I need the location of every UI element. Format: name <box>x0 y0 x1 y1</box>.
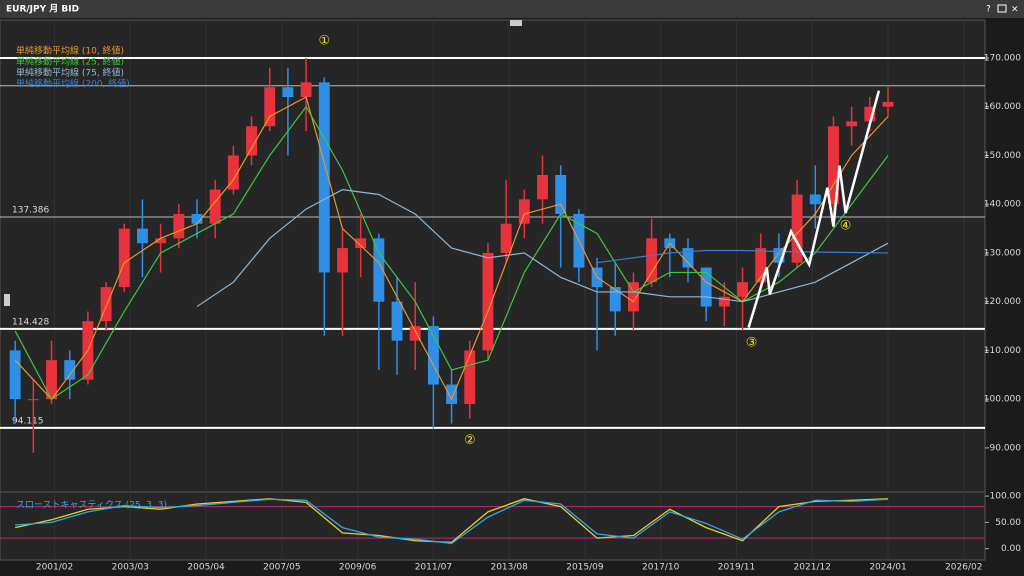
candle-body <box>682 248 694 268</box>
y-tick-label: 110.000 <box>984 346 1021 356</box>
close-button[interactable]: × <box>1011 5 1019 15</box>
x-tick-label: 2009/06 <box>339 563 377 573</box>
oscillator-line <box>15 498 889 544</box>
moving-average-line <box>196 188 889 308</box>
y-tick-label: 50.00 <box>995 518 1021 528</box>
y-tick-label: 130.000 <box>984 248 1021 258</box>
x-tick-label: 2013/08 <box>490 563 528 573</box>
y-tick-label: 0.00 <box>1001 544 1021 554</box>
moving-average-line <box>596 249 889 264</box>
candle-body <box>500 223 512 253</box>
annotation: ④ <box>840 219 852 234</box>
candle-body <box>791 194 803 263</box>
candle-body <box>755 248 767 283</box>
candle-body <box>700 267 712 307</box>
y-tick-label: 160.000 <box>984 102 1021 112</box>
candle-body <box>846 121 858 127</box>
candle-body <box>46 360 57 400</box>
candle-body <box>737 282 748 297</box>
level-label: 94.115 <box>12 416 44 426</box>
y-tick-label: 100.000 <box>984 395 1021 405</box>
candle-body <box>318 82 330 273</box>
oscillator-line <box>15 498 889 545</box>
candle-body <box>264 87 276 127</box>
candle-body <box>373 238 385 302</box>
candle-body <box>227 155 239 190</box>
candle-body <box>209 189 221 224</box>
candle-body <box>555 174 567 214</box>
candle-body <box>427 326 439 385</box>
candle-body <box>118 228 130 288</box>
annotation: ① <box>318 33 330 48</box>
legend-entry: 単純移動平均線 (10, 終値) <box>16 45 124 57</box>
candle-body <box>100 287 112 322</box>
level-label: 114.428 <box>12 317 49 327</box>
candle-body <box>136 228 148 244</box>
y-tick-label: 100.00 <box>990 492 1022 502</box>
candle-body <box>609 287 621 312</box>
candle-body <box>464 350 476 405</box>
candle-body <box>828 126 839 205</box>
annotation: ③ <box>746 336 758 351</box>
candle-body <box>409 326 421 341</box>
candle-body <box>864 106 876 122</box>
x-tick-label: 2005/04 <box>187 563 225 573</box>
candle-body <box>627 282 639 312</box>
x-tick-label: 2001/02 <box>36 563 73 573</box>
x-tick-label: 2021/12 <box>794 563 831 573</box>
x-tick-label: 2019/11 <box>718 563 755 573</box>
candle-body <box>300 82 312 98</box>
annotation: ② <box>464 433 476 448</box>
legend-entry: 単純移動平均線 (75, 終値) <box>16 67 124 79</box>
candle-body <box>355 238 367 249</box>
candle-body <box>64 360 76 380</box>
help-button[interactable]: ? <box>986 5 991 15</box>
x-tick-label: 2026/02 <box>945 563 982 573</box>
legend-entry: 単純移動平均線 (25, 終値) <box>16 56 124 68</box>
candle-body <box>27 399 39 401</box>
candle-body <box>809 194 821 205</box>
candle-body <box>173 213 185 239</box>
candle-body <box>882 101 894 107</box>
candle-body <box>446 384 458 405</box>
candle-body <box>773 248 785 263</box>
y-tick-label: 120.000 <box>984 297 1021 307</box>
candle-body <box>537 174 548 200</box>
collapse-handle[interactable] <box>510 20 522 26</box>
y-tick-label: 170.000 <box>984 54 1021 64</box>
x-tick-label: 2017/10 <box>642 563 680 573</box>
x-tick-label: 2015/09 <box>566 563 604 573</box>
candle-body <box>518 199 530 224</box>
candle-body <box>718 296 730 307</box>
candle-body <box>191 213 203 224</box>
candle-body <box>337 248 348 273</box>
oscillator-plot <box>0 491 986 561</box>
maximize-button[interactable] <box>997 4 1007 13</box>
x-tick-label: 2007/05 <box>263 563 300 573</box>
side-handle[interactable] <box>4 294 10 306</box>
x-tick-label: 2024/01 <box>869 563 906 573</box>
candle-body <box>282 87 294 98</box>
y-tick-label: 150.000 <box>984 151 1021 161</box>
candle-body <box>9 350 21 400</box>
x-tick-label: 2003/03 <box>112 563 149 573</box>
title-bar <box>0 0 1024 18</box>
level-label: 137.386 <box>12 205 49 215</box>
candle-body <box>391 301 403 341</box>
oscillator-name: スローストキャスティクス (25, 3, 3) <box>16 500 167 511</box>
zigzag-annotation <box>747 90 881 328</box>
candle-body <box>646 238 658 283</box>
candle-body <box>155 238 167 244</box>
candle-body <box>246 126 258 156</box>
legend-entry: 単純移動平均線 (200, 終値) <box>16 78 130 90</box>
candle-body <box>482 252 494 351</box>
chart-title: EUR/JPY 月 BID <box>6 4 79 15</box>
y-tick-label: 140.000 <box>984 200 1021 210</box>
x-tick-label: 2011/07 <box>415 563 452 573</box>
y-tick-label: 90.000 <box>990 443 1022 453</box>
